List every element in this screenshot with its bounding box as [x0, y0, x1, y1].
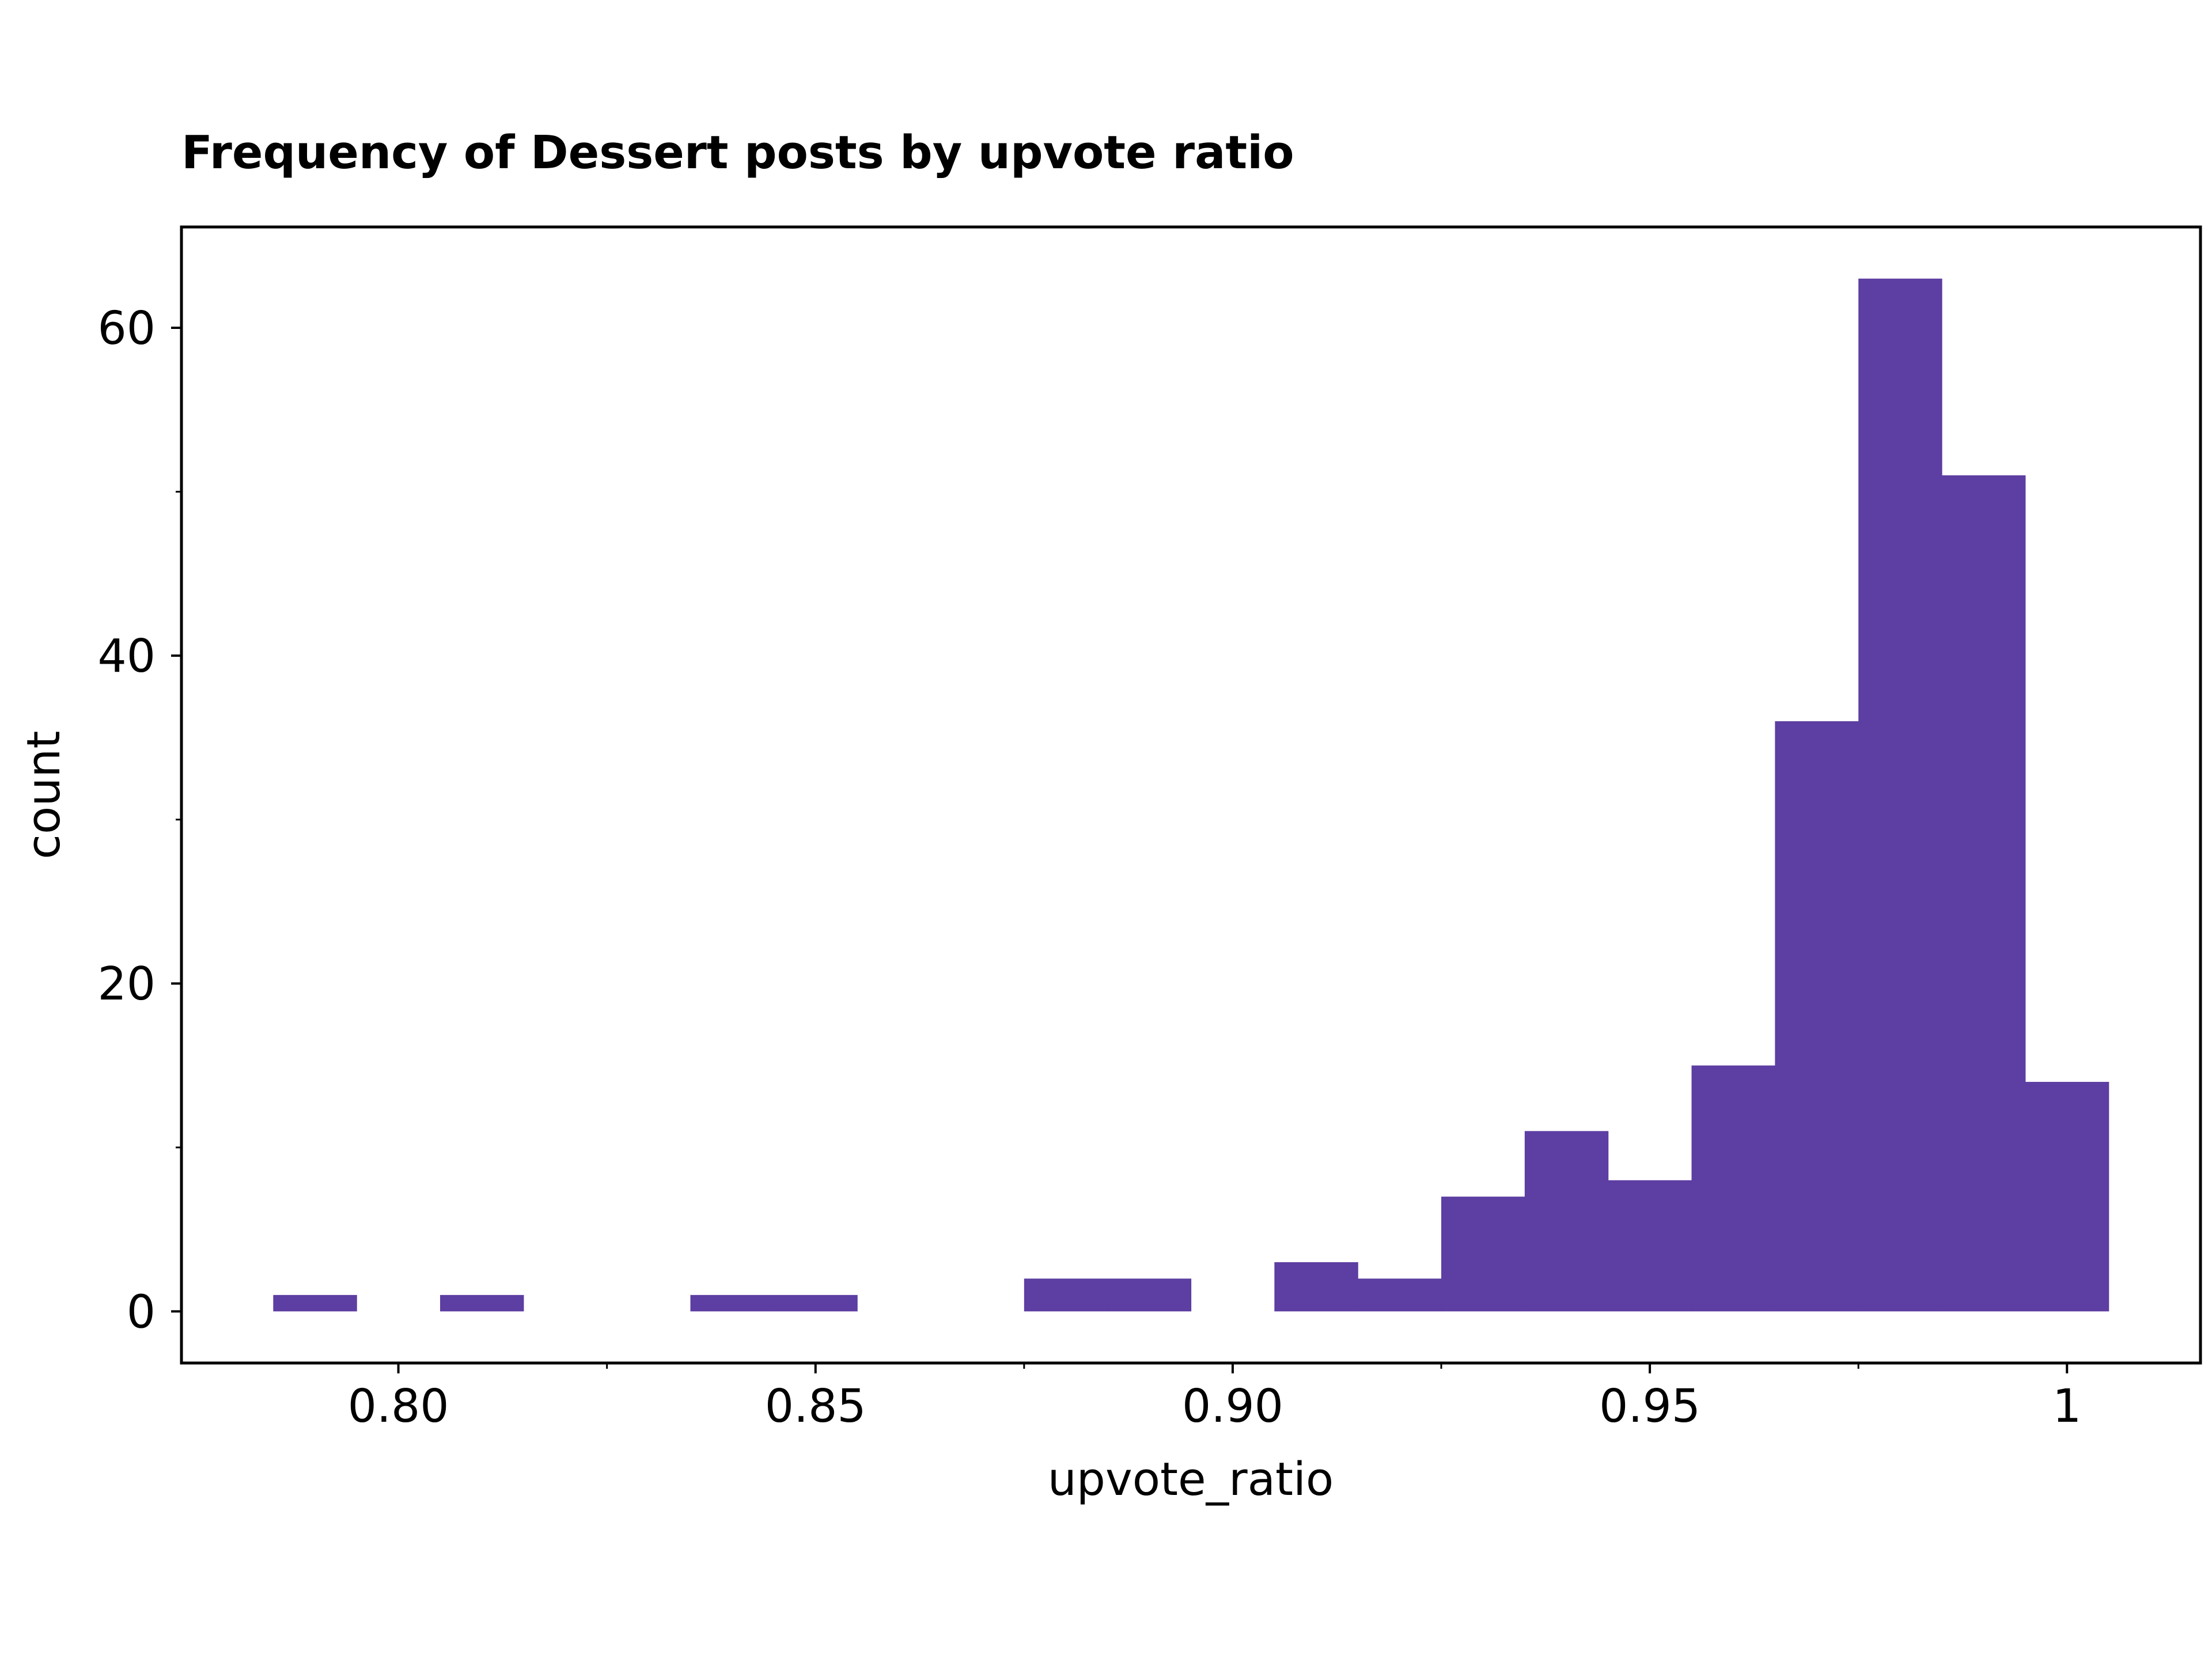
histogram-bar — [1441, 1197, 1525, 1312]
chart-title: Frequency of Dessert posts by upvote rat… — [181, 126, 1294, 179]
histogram-bar — [1107, 1278, 1192, 1312]
histogram-bar — [1524, 1131, 1609, 1312]
y-tick-label: 0 — [127, 1285, 156, 1338]
histogram-bar — [1274, 1262, 1358, 1312]
y-axis: 0 20 40 60 — [97, 302, 181, 1338]
x-tick-label: 0.85 — [765, 1380, 866, 1433]
histogram-bar — [1358, 1278, 1442, 1312]
y-tick-label: 20 — [97, 957, 156, 1010]
histogram-bar — [1024, 1278, 1108, 1312]
x-tick-label: 0.90 — [1182, 1380, 1283, 1433]
histogram-bar — [273, 1294, 357, 1312]
y-tick-label: 40 — [97, 630, 156, 683]
histogram-bar — [1691, 1065, 1775, 1312]
histogram-bar — [440, 1294, 524, 1312]
plot-frame — [180, 225, 2202, 1365]
x-tick-label: 1 — [2052, 1380, 2081, 1433]
y-tick-label: 60 — [97, 302, 156, 355]
y-axis-label: count — [17, 731, 70, 860]
x-tick-label: 0.80 — [348, 1380, 449, 1433]
histogram-bar — [1775, 721, 1859, 1312]
bars-group — [273, 278, 2109, 1312]
x-axis: 0.80 0.85 0.90 0.95 1 — [348, 1363, 2081, 1433]
histogram-bar — [690, 1294, 774, 1312]
histogram-bar — [1608, 1180, 1692, 1312]
histogram-bar — [774, 1294, 858, 1312]
x-axis-label: upvote_ratio — [1048, 1453, 1334, 1506]
x-tick-label: 0.95 — [1599, 1380, 1700, 1433]
histogram-bar — [1942, 475, 2026, 1312]
histogram-bar — [1858, 278, 1942, 1312]
histogram-bar — [2025, 1081, 2109, 1312]
